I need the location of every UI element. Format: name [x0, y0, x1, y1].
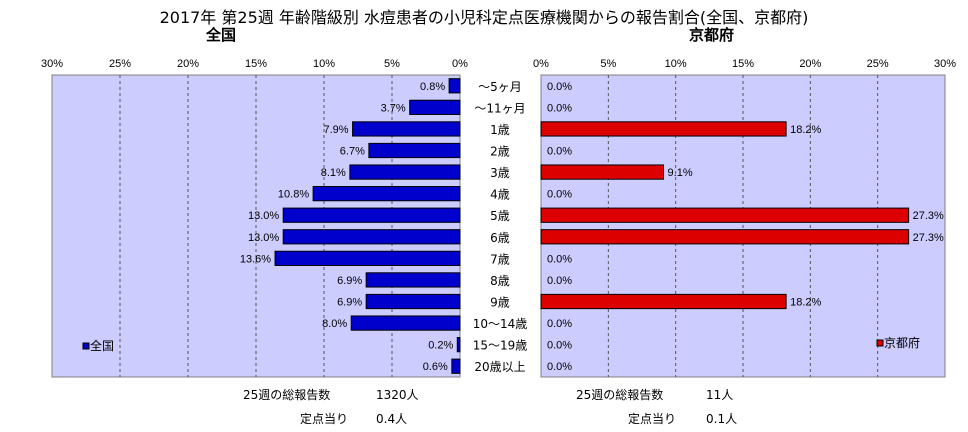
right-data-label: 18.2% — [790, 297, 821, 309]
left-tick-label: 10% — [313, 58, 335, 70]
left-bar — [282, 207, 461, 223]
left-data-label: 7.9% — [323, 124, 348, 136]
right-data-label: 0.0% — [547, 189, 572, 201]
chart-title: 2017年 第25週 年齢階級別 水痘患者の小児科定点医療機関からの報告割合(全… — [159, 8, 809, 27]
left-total-label: 25週の総報告数 — [243, 388, 331, 402]
right-total-label: 25週の総報告数 — [576, 388, 664, 402]
left-bar — [365, 293, 461, 310]
category-label: 10～14歳 — [473, 317, 528, 331]
right-data-label: 0.0% — [547, 361, 572, 373]
left-data-label: 3.7% — [381, 102, 406, 114]
right-tick-label: 15% — [732, 58, 754, 70]
left-tick-label: 15% — [245, 58, 267, 70]
category-label: ～5ヶ月 — [478, 80, 522, 94]
right-tick-label: 5% — [600, 58, 616, 70]
category-label: 6歳 — [490, 231, 510, 245]
left-data-label: 8.1% — [321, 167, 346, 179]
left-legend-swatch — [82, 342, 90, 350]
left-bar — [448, 78, 461, 94]
right-per-label: 定点当り — [628, 412, 677, 426]
left-per-label: 定点当り — [300, 412, 349, 426]
right-legend-swatch — [876, 339, 884, 347]
left-data-label: 6.9% — [337, 275, 362, 287]
right-data-label: 0.0% — [547, 146, 572, 158]
left-bar — [282, 229, 461, 245]
left-data-label: 0.6% — [423, 361, 448, 373]
right-tick-label: 20% — [799, 58, 821, 70]
left-bar — [350, 315, 461, 331]
left-total-value: 1320人 — [376, 388, 419, 402]
left-data-label: 0.8% — [420, 81, 445, 93]
right-per-value: 0.1人 — [706, 412, 738, 426]
left-bar — [409, 99, 461, 115]
right-legend-label: 京都府 — [884, 335, 920, 350]
left-bar — [349, 164, 461, 180]
right-tick-label: 10% — [665, 58, 687, 70]
right-data-label: 27.3% — [913, 210, 944, 222]
category-label: 15～19歳 — [473, 339, 528, 353]
left-tick-label: 20% — [177, 58, 199, 70]
left-data-label: 13.6% — [240, 253, 271, 265]
category-label: 2歳 — [490, 145, 510, 159]
left-data-label: 13.0% — [248, 232, 279, 244]
left-data-label: 0.2% — [428, 340, 453, 352]
left-data-label: 8.0% — [322, 318, 347, 330]
left-data-label: 10.8% — [278, 189, 309, 201]
left-tick-label: 0% — [452, 58, 468, 70]
right-data-label: 0.0% — [547, 340, 572, 352]
left-legend-label: 全国 — [90, 338, 114, 353]
right-data-label: 9.1% — [668, 167, 693, 179]
right-data-label: 27.3% — [913, 232, 944, 244]
category-label: 3歳 — [490, 166, 510, 180]
left-tick-label: 5% — [384, 58, 400, 70]
right-tick-label: 0% — [533, 58, 549, 70]
right-total-value: 11人 — [706, 388, 734, 402]
category-label: 9歳 — [490, 296, 510, 310]
right-bar — [540, 207, 910, 223]
right-data-label: 0.0% — [547, 253, 572, 265]
category-label: 4歳 — [490, 188, 510, 202]
right-data-label: 0.0% — [547, 81, 572, 93]
category-label: 20歳以上 — [474, 360, 525, 374]
right-data-label: 0.0% — [547, 102, 572, 114]
right-bar — [540, 293, 787, 310]
left-bar — [352, 121, 461, 137]
category-label: 5歳 — [490, 209, 510, 223]
left-bar — [451, 358, 461, 374]
category-label: 1歳 — [490, 123, 510, 137]
left-data-label: 13.0% — [248, 210, 279, 222]
left-bar — [456, 337, 461, 353]
right-bar — [540, 229, 910, 245]
right-panel-title: 京都府 — [689, 26, 735, 44]
left-data-label: 6.7% — [340, 146, 365, 158]
right-bar — [540, 121, 787, 137]
category-label: 7歳 — [490, 252, 510, 266]
right-tick-label: 25% — [867, 58, 889, 70]
right-data-label: 0.0% — [547, 318, 572, 330]
right-data-label: 18.2% — [790, 124, 821, 136]
left-bar — [365, 272, 461, 288]
left-panel-title: 全国 — [206, 26, 237, 44]
right-bar — [540, 164, 665, 180]
right-data-label: 0.0% — [547, 275, 572, 287]
left-bar — [368, 142, 461, 159]
right-tick-label: 30% — [934, 58, 956, 70]
left-bar — [312, 186, 461, 202]
left-tick-label: 25% — [109, 58, 131, 70]
category-label: 8歳 — [490, 274, 510, 288]
left-per-value: 0.4人 — [376, 412, 408, 426]
left-bar — [274, 250, 461, 266]
category-label: ～11ヶ月 — [474, 101, 525, 115]
left-tick-label: 30% — [41, 58, 63, 70]
left-data-label: 6.9% — [337, 297, 362, 309]
